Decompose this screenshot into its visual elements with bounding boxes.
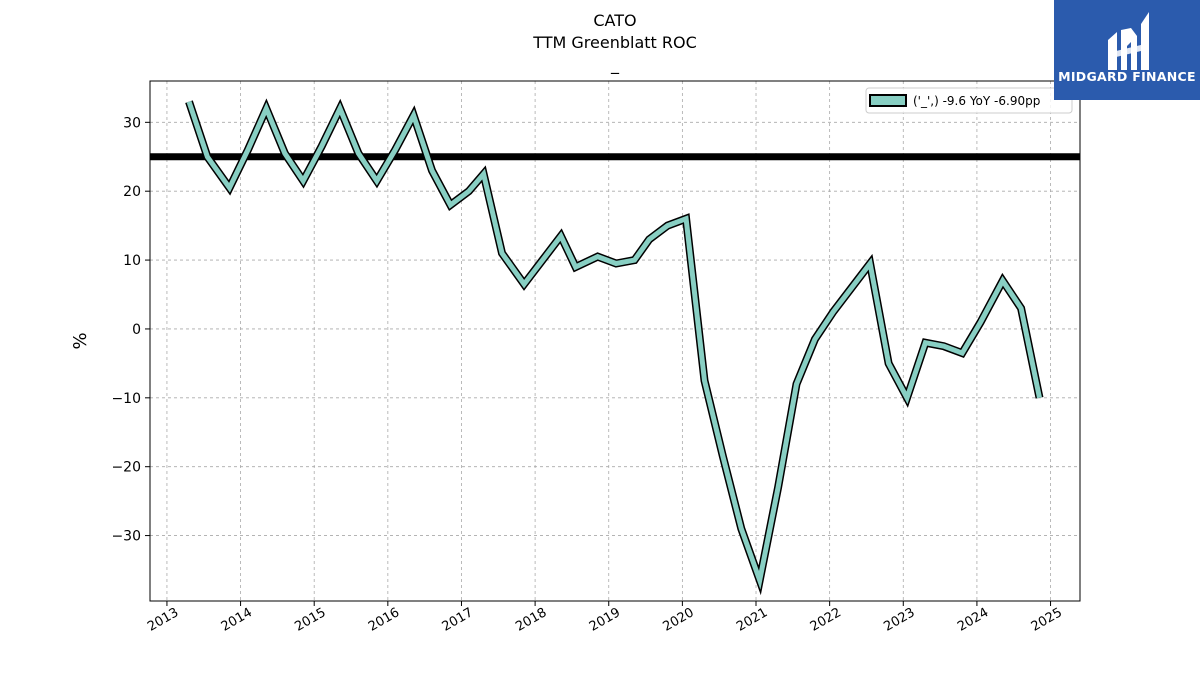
series-point: [301, 178, 306, 183]
y-tick-label: −30: [111, 529, 141, 545]
logo-text: MIDGARD FINANCE: [1058, 69, 1196, 84]
legend-box: [865, 87, 1073, 114]
series-layer: [185, 98, 1044, 596]
series-point: [187, 99, 192, 104]
y-tick-label: 20: [123, 184, 141, 200]
series-point: [720, 454, 725, 459]
series-point: [794, 382, 799, 387]
series-line: [186, 100, 1042, 590]
series-point: [632, 258, 637, 263]
series-point: [941, 344, 946, 349]
legend: ('_',) -9.6 YoY -6.90pp: [865, 87, 1073, 114]
series-point: [205, 154, 210, 159]
series-point: [886, 361, 891, 366]
series-point: [411, 113, 416, 118]
y-tick-label: 10: [123, 253, 141, 269]
series-point: [481, 172, 486, 177]
logo-mark-icon: [1108, 12, 1149, 70]
y-tick-label: −10: [111, 391, 141, 407]
series-point: [614, 261, 619, 266]
chart-title-line-2: TTM Greenblatt ROC: [532, 33, 697, 52]
series-point: [558, 234, 563, 239]
chart-title: CATO TTM Greenblatt ROC _: [532, 11, 697, 75]
series-point: [757, 578, 762, 583]
chart-title-line-3: _: [610, 55, 620, 75]
series-point: [393, 147, 398, 152]
series-point: [448, 203, 453, 208]
y-axis-ticks: −30 −20 −10 0 10 20 30: [111, 115, 150, 545]
series-point: [319, 144, 324, 149]
series-point: [227, 185, 232, 190]
legend-swatch: [869, 94, 907, 107]
series-point: [831, 309, 836, 314]
series-point: [960, 351, 965, 356]
series-point: [905, 395, 910, 400]
series-point: [595, 254, 600, 259]
y-tick-label: 30: [123, 115, 141, 131]
series-point: [540, 258, 545, 263]
series-point: [665, 223, 670, 228]
series-point: [776, 485, 781, 490]
series-point: [282, 151, 287, 156]
series-point: [923, 340, 928, 345]
series-point: [374, 178, 379, 183]
series-point: [868, 261, 873, 266]
series-point: [647, 237, 652, 242]
series-point: [466, 189, 471, 194]
series-point: [573, 265, 578, 270]
y-axis-label: %: [70, 332, 91, 349]
brand-logo: MIDGARD FINANCE: [1054, 0, 1200, 100]
series-point: [1019, 306, 1024, 311]
series-point: [430, 168, 435, 173]
series-point: [245, 147, 250, 152]
series-point: [739, 526, 744, 531]
legend-entry-label: ('_',) -9.6 YoY -6.90pp: [913, 94, 1040, 108]
series-point: [1037, 395, 1042, 400]
series-point: [978, 320, 983, 325]
y-tick-label: 0: [132, 322, 141, 338]
series-point: [356, 151, 361, 156]
series-point: [522, 282, 527, 287]
y-tick-label: −20: [111, 460, 141, 476]
series-point: [338, 106, 343, 111]
series-point: [500, 251, 505, 256]
series-point: [264, 106, 269, 111]
series-point: [812, 337, 817, 342]
series-point: [702, 378, 707, 383]
plot-frame: [149, 80, 1081, 602]
series-point: [1000, 278, 1005, 283]
series-point: [684, 216, 689, 221]
chart-title-line-1: CATO: [593, 11, 636, 30]
series-point: [849, 285, 854, 290]
